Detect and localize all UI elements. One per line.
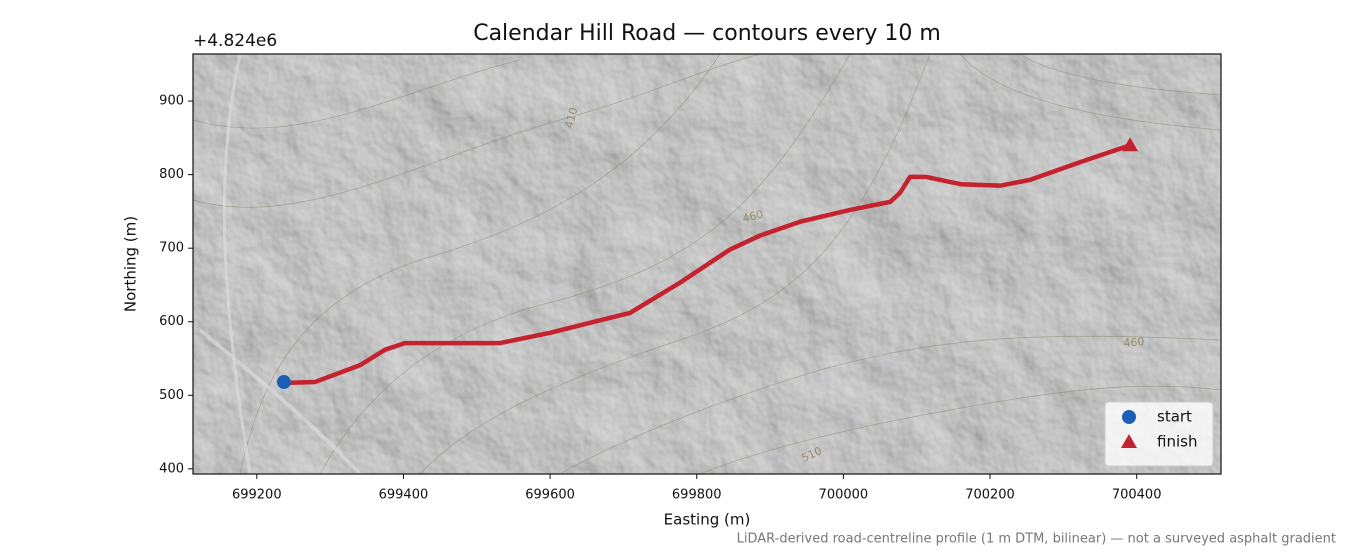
y-tick-label: 500 (159, 388, 184, 403)
contour-label: 460 (1123, 335, 1145, 350)
y-offset-label: +4.824e6 (193, 31, 277, 51)
chart-title: Calendar Hill Road — contours every 10 m (473, 21, 941, 46)
y-tick-label: 800 (159, 167, 184, 182)
y-tick-label: 900 (159, 94, 184, 109)
x-axis-label: Easting (m) (664, 511, 751, 529)
footnote: LiDAR-derived road-centreline profile (1… (737, 532, 1336, 547)
contour-label: 460 (741, 208, 765, 226)
legend-label: finish (1157, 433, 1197, 451)
x-tick-label: 700400 (1112, 488, 1162, 503)
y-tick-label: 700 (159, 241, 184, 256)
x-tick-label: 699200 (232, 488, 282, 503)
road-line (287, 142, 1133, 386)
x-tick-label: 700000 (819, 488, 869, 503)
start-marker (276, 375, 291, 390)
y-axis-label: Northing (m) (122, 216, 140, 312)
contour-label: 410 (563, 106, 581, 130)
legend-label: start (1157, 408, 1192, 426)
x-tick-label: 699400 (379, 488, 429, 503)
finish-marker (1122, 137, 1139, 152)
legend-swatch (1122, 410, 1136, 424)
y-tick-label: 600 (159, 314, 184, 329)
legend-swatch (1121, 434, 1137, 448)
plot-frame (192, 53, 1222, 475)
x-tick-label: 699800 (672, 488, 722, 503)
y-tick-label: 400 (159, 461, 184, 476)
x-tick-label: 699600 (525, 488, 575, 503)
x-tick-label: 700200 (965, 488, 1015, 503)
